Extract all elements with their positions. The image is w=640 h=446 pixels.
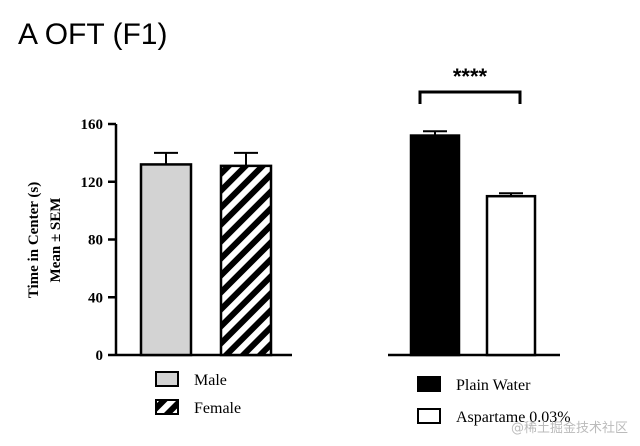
y-tick-label: 80	[88, 233, 103, 249]
bar-male	[139, 163, 193, 357]
legend-swatch	[417, 376, 441, 392]
bar-female	[219, 164, 273, 357]
y-tick-label: 160	[81, 117, 104, 133]
right-chart: **** Plain Water Aspartame 0.03%	[388, 64, 571, 426]
significance-bracket: ****	[418, 64, 522, 104]
legend-swatch	[417, 408, 441, 424]
y-tick-label: 0	[96, 348, 104, 364]
legend-label: Female	[194, 400, 241, 417]
legend-swatch	[155, 371, 179, 387]
left-chart: Time in Center (s) Mean ± SEM 0 40 80 120 16…	[26, 117, 292, 417]
legend-label: Aspartame 0.03%	[456, 409, 571, 426]
bar-aspartame-0-03	[485, 194, 537, 357]
legend-swatch	[155, 399, 179, 415]
y-tick-label: 40	[88, 290, 103, 306]
watermark-text: @稀土掘金技术社区	[511, 420, 628, 436]
y-axis-label-line2: Mean ± SEM	[48, 198, 64, 283]
legend-label: Male	[194, 372, 227, 389]
y-axis-label-line1: Time in Center (s)	[26, 182, 42, 299]
bar-plain-water	[409, 134, 461, 357]
y-tick-label: 120	[81, 175, 104, 191]
panel-label: A OFT (F1)	[18, 18, 167, 51]
bracket-line	[418, 90, 522, 104]
significance-label: ****	[453, 64, 488, 89]
legend-label: Plain Water	[456, 377, 531, 394]
